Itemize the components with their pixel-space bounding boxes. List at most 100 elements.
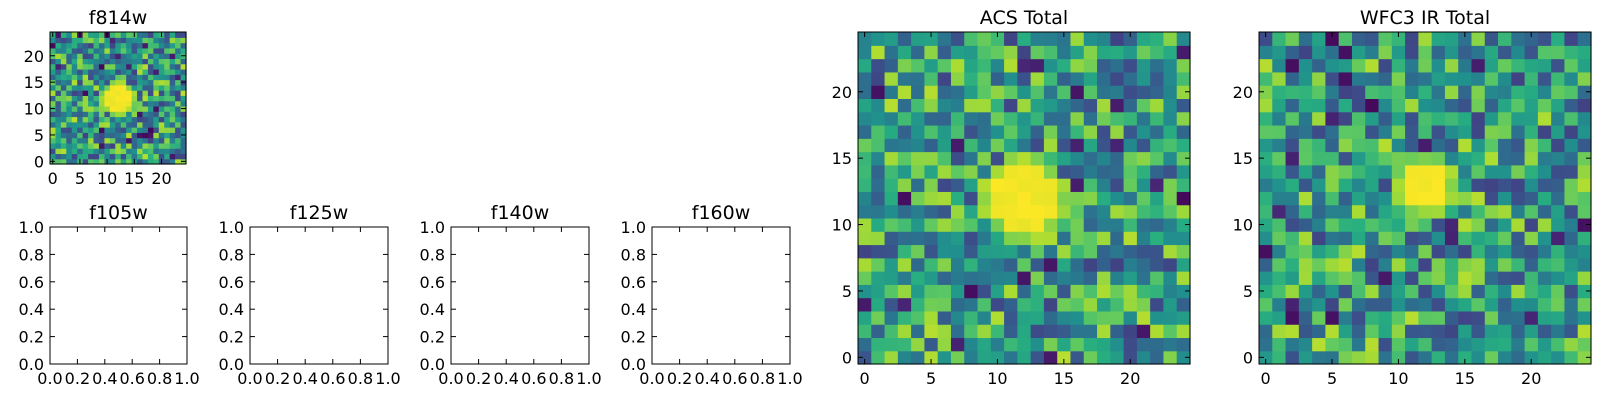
heatmap-cell <box>1136 85 1151 99</box>
heatmap-cell <box>158 153 165 160</box>
heatmap-cell <box>1498 151 1512 166</box>
heatmap-cell <box>175 95 182 102</box>
heatmap-cell <box>109 132 116 139</box>
heatmap-cell <box>104 121 111 128</box>
heatmap-cell <box>1431 350 1446 365</box>
heatmap-cell <box>1537 191 1552 206</box>
x-tick-label: 0.2 <box>667 369 692 388</box>
x-tick-label: 0.0 <box>37 369 62 388</box>
heatmap-cell <box>1537 178 1552 192</box>
heatmap-cell <box>1083 58 1098 73</box>
heatmap-cell <box>1471 337 1486 352</box>
heatmap-cell <box>180 95 187 102</box>
heatmap-cell <box>115 47 122 54</box>
heatmap-cell <box>175 42 182 49</box>
heatmap-cell <box>1511 244 1526 259</box>
heatmap-cell <box>1458 191 1473 206</box>
heatmap-cell <box>1471 191 1486 206</box>
heatmap-cell <box>153 58 160 65</box>
heatmap-cell <box>1458 71 1473 86</box>
heatmap-cell <box>1378 164 1393 179</box>
heatmap-cell <box>1405 191 1419 206</box>
panel-3-frame <box>49 226 188 365</box>
heatmap-cell <box>1444 178 1459 192</box>
heatmap-cell <box>1471 151 1486 166</box>
heatmap-cell <box>1351 138 1366 153</box>
heatmap-cell <box>1498 98 1512 113</box>
heatmap-cell <box>1577 191 1592 206</box>
heatmap-cell <box>1057 271 1072 285</box>
heatmap-cell <box>1070 217 1085 232</box>
heatmap-cell <box>1030 284 1045 299</box>
heatmap-cell <box>1285 32 1300 46</box>
heatmap-cell <box>1150 32 1165 46</box>
heatmap-cell <box>1083 85 1098 99</box>
heatmap-cell <box>1272 71 1287 86</box>
heatmap-cell <box>1405 271 1419 285</box>
heatmap-cell <box>1083 350 1098 365</box>
heatmap-cell <box>109 53 116 59</box>
heatmap-cell <box>50 58 57 65</box>
heatmap-cell <box>858 45 872 60</box>
heatmap-cell <box>1378 257 1393 272</box>
heatmap-cell <box>871 151 886 166</box>
heatmap-cell <box>175 58 182 65</box>
heatmap-cell <box>1524 284 1539 299</box>
heatmap-cell <box>924 310 939 325</box>
x-tick-label: 10 <box>987 369 1007 388</box>
heatmap-cell <box>1498 45 1512 60</box>
heatmap-cell <box>115 158 122 165</box>
heatmap-cell <box>55 142 62 149</box>
heatmap-cell <box>1312 350 1326 365</box>
heatmap-cell <box>1110 204 1125 219</box>
heatmap-cell <box>1431 32 1446 46</box>
heatmap-cell <box>1511 32 1526 46</box>
heatmap-cell <box>109 137 116 144</box>
heatmap-cell <box>104 53 111 59</box>
heatmap-cell <box>1136 151 1151 166</box>
heatmap-cell <box>1444 271 1459 285</box>
heatmap-cell <box>1097 324 1111 339</box>
heatmap-cell <box>937 297 952 312</box>
heatmap-cell <box>1551 98 1566 113</box>
heatmap-cell <box>180 148 187 155</box>
heatmap-cell <box>1083 297 1098 312</box>
heatmap-cell <box>1484 310 1499 325</box>
heatmap-cell <box>964 71 979 86</box>
heatmap-cell <box>1312 310 1326 325</box>
heatmap-cell <box>950 58 965 73</box>
heatmap-cell <box>88 116 95 123</box>
heatmap-cell <box>1365 71 1380 86</box>
heatmap-cell <box>977 138 992 153</box>
heatmap-cell <box>1285 217 1300 232</box>
heatmap-cell <box>1043 151 1058 166</box>
heatmap-cell <box>964 164 979 179</box>
heatmap-cell <box>977 98 992 113</box>
heatmap-cell <box>1471 204 1486 219</box>
heatmap-cell <box>1083 98 1098 113</box>
heatmap-cell <box>142 63 149 70</box>
heatmap-cell <box>71 53 78 59</box>
heatmap-cell <box>1312 138 1326 153</box>
heatmap-cell <box>147 142 154 149</box>
heatmap-cell <box>1551 164 1566 179</box>
heatmap-cell <box>1272 111 1287 126</box>
heatmap-cell <box>175 68 182 75</box>
heatmap-cell <box>131 153 138 160</box>
heatmap-cell <box>977 271 992 285</box>
heatmap-cell <box>1163 98 1178 113</box>
heatmap-cell <box>937 85 952 99</box>
heatmap-cell <box>1043 85 1058 99</box>
heatmap-cell <box>1418 151 1433 166</box>
y-tick-label: 0.6 <box>621 273 646 292</box>
heatmap-cell <box>1150 284 1165 299</box>
heatmap-cell <box>1551 271 1566 285</box>
heatmap-cell <box>1537 297 1552 312</box>
heatmap-cell <box>911 191 925 206</box>
heatmap-cell <box>98 68 105 75</box>
heatmap-cell <box>71 100 78 107</box>
heatmap-cell <box>937 217 952 232</box>
heatmap-cell <box>60 90 67 96</box>
heatmap-cell <box>1551 58 1566 73</box>
heatmap-cell <box>1163 138 1178 153</box>
